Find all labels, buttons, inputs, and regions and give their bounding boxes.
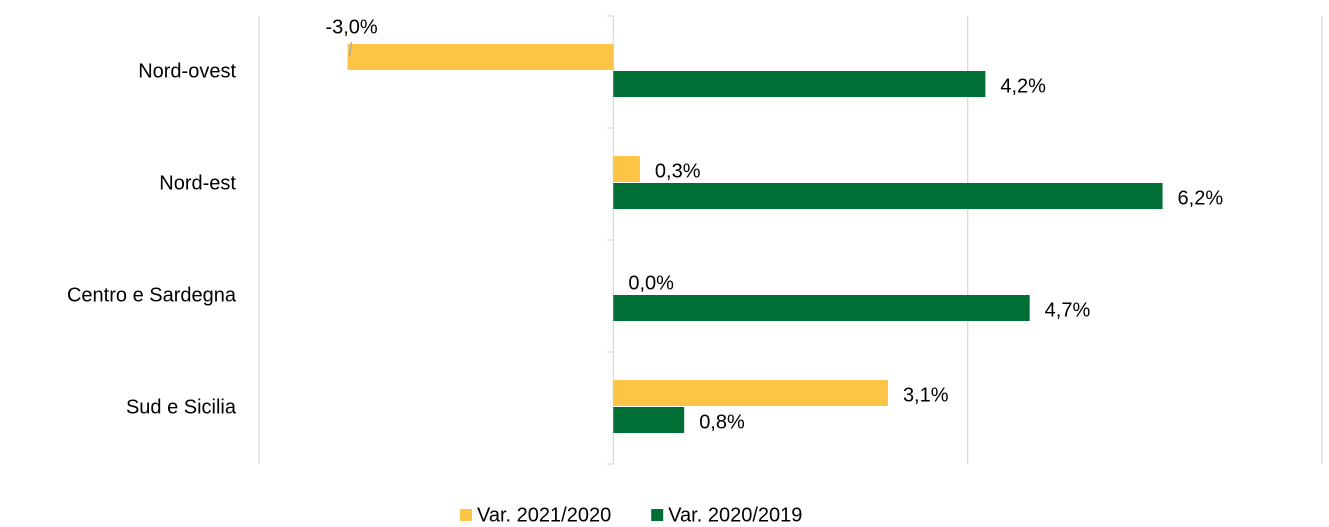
y-tick-label: Centro e Sardegna — [67, 284, 237, 306]
data-label: 4,2% — [1000, 75, 1046, 97]
bar — [613, 407, 685, 433]
bar — [613, 295, 1030, 321]
data-label: 0,0% — [628, 272, 674, 294]
bar — [613, 380, 888, 406]
leader-line — [348, 41, 353, 57]
bar — [613, 71, 986, 97]
bar — [347, 44, 614, 70]
y-tick-label: Nord-est — [159, 172, 236, 194]
legend-label: Var. 2021/2020 — [477, 504, 611, 526]
bar — [613, 183, 1163, 209]
bar — [613, 156, 640, 182]
data-label: 0,8% — [699, 411, 745, 433]
data-label: 6,2% — [1178, 187, 1224, 209]
y-tick-label: Nord-ovest — [138, 60, 236, 82]
legend-swatch — [460, 509, 472, 521]
data-label: 4,7% — [1045, 299, 1091, 321]
y-tick-label: Sud e Sicilia — [126, 396, 237, 418]
data-label: 0,3% — [655, 160, 701, 182]
legend-label: Var. 2020/2019 — [668, 504, 802, 526]
data-label: -3,0% — [325, 16, 377, 38]
legend-swatch — [651, 509, 664, 521]
data-label: 3,1% — [903, 384, 949, 406]
